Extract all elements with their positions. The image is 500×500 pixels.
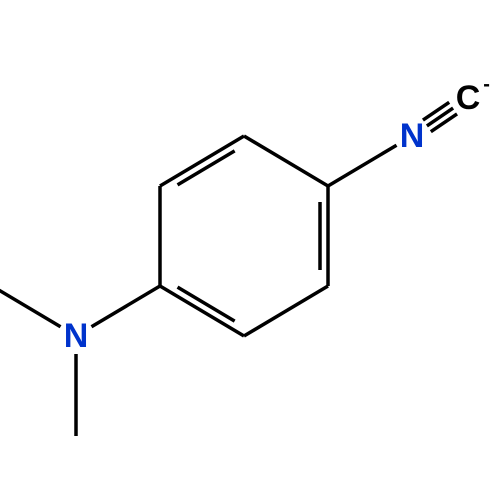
svg-text:N: N <box>64 317 89 355</box>
svg-text:C: C <box>456 79 481 117</box>
molecule-canvas: NC-N <box>0 0 500 500</box>
svg-text:-: - <box>483 73 490 95</box>
svg-text:N: N <box>400 117 425 155</box>
